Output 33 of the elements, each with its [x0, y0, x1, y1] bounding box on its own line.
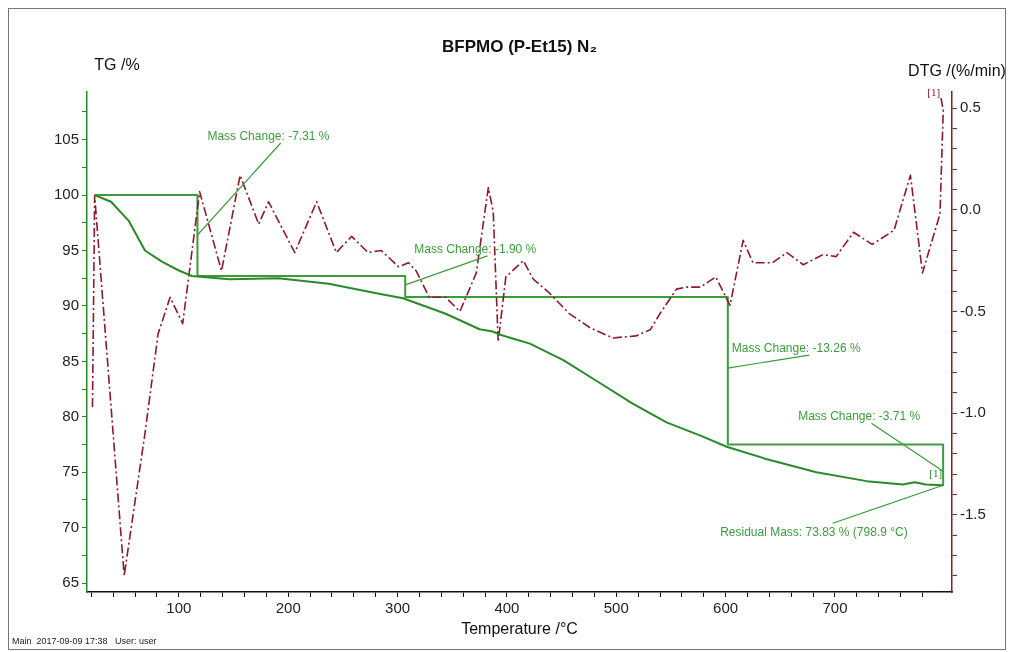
y-tick-label: 70 — [62, 517, 79, 535]
annotation: Mass Change: -13.26 % — [731, 341, 861, 356]
y-tick-label: 95 — [62, 240, 79, 258]
y2-tick-label: -1.5 — [960, 504, 986, 522]
y-tick-label: 80 — [62, 406, 79, 424]
x-tick-label: 700 — [822, 599, 848, 617]
y2-tick-label: -0.5 — [960, 301, 986, 319]
y-axis-title: TG /% — [94, 56, 140, 73]
x-tick-label: 500 — [603, 599, 629, 617]
y-tick-label: 90 — [62, 296, 79, 314]
annotation: [1] — [929, 467, 943, 480]
x-axis-title: Temperature /°C — [461, 620, 578, 637]
annotation: [1] — [927, 86, 941, 99]
chart-title: BFPMO (P-Et15) N₂ — [442, 37, 597, 56]
y-tick-label: 105 — [53, 129, 79, 147]
annotation: Mass Change: -7.31 % — [207, 129, 330, 144]
annotation: Residual Mass: 73.83 % (798.9 °C) — [720, 525, 908, 540]
annotation: Mass Change: -3.71 % — [798, 409, 921, 424]
x-tick-label: 300 — [385, 599, 411, 617]
x-tick-label: 600 — [713, 599, 739, 617]
annotation: Mass Change: -1.90 % — [414, 241, 537, 256]
y2-axis-title: DTG /(%/min) — [908, 62, 1006, 79]
y-tick-label: 100 — [53, 185, 79, 203]
y-tick-label: 75 — [62, 462, 79, 480]
y2-tick-label: 0.5 — [960, 98, 981, 116]
x-tick-label: 100 — [166, 599, 192, 617]
y-tick-label: 65 — [62, 573, 79, 591]
y2-tick-label: -1.0 — [960, 403, 986, 421]
y-tick-label: 85 — [62, 351, 79, 369]
text: Main 2017-09-09 17:38 User: user — [12, 636, 157, 646]
x-tick-label: 200 — [275, 599, 301, 617]
x-tick-label: 400 — [494, 599, 520, 617]
y2-tick-label: 0.0 — [960, 200, 981, 218]
